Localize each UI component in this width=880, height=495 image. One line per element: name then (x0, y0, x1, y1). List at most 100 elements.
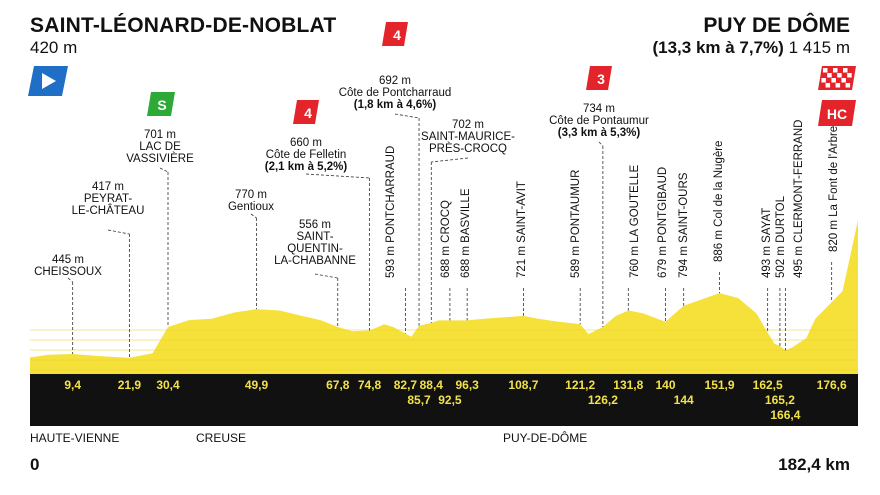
km-marker-label: 9,4 (64, 378, 81, 392)
km-marker-label: 140 (656, 378, 676, 392)
climb-category-number: 4 (304, 105, 312, 121)
waypoint-leader-line (598, 141, 604, 147)
waypoint-name: LA-CHABANNE (274, 255, 356, 267)
waypoint-name: Gentioux (228, 201, 274, 213)
waypoint-name: QUENTIN- (287, 243, 343, 255)
km-marker-label: 82,7 (394, 378, 418, 392)
km-marker-label: 96,3 (455, 378, 479, 392)
waypoint-name: SAINT-MAURICE- (421, 131, 515, 143)
climb-category-badge: 3 (586, 66, 612, 90)
waypoint-name: VASSIVIÈRE (126, 152, 194, 165)
waypoint-name: PRÈS-CROCQ (429, 142, 507, 155)
waypoint-leader-line (314, 273, 338, 279)
waypoint-label: 593 m PONTCHARRAUD (385, 146, 397, 278)
km-marker-label: 144 (674, 393, 694, 407)
start-km-label: 0 (30, 455, 40, 474)
waypoint-label: 493 m SAYAT (761, 208, 773, 278)
waypoint-name: CHEISSOUX (34, 266, 102, 278)
waypoint-altitude: 556 m (299, 219, 331, 231)
checker-square (833, 68, 838, 73)
climb-category-badge-shape (382, 22, 408, 46)
waypoint-altitude: 734 m (583, 103, 615, 115)
waypoint-label: 495 m CLERMONT-FERRAND (793, 120, 805, 278)
km-marker-label: 166,4 (770, 408, 800, 422)
checker-square (825, 83, 831, 88)
checker-square (843, 68, 848, 73)
checker-square (847, 73, 852, 78)
waypoint-name: Côte de Pontcharraud (339, 87, 452, 99)
hc-category-badge: HC (818, 100, 856, 126)
km-marker-label: 108,7 (508, 378, 538, 392)
km-marker-label: 30,4 (156, 378, 180, 392)
waypoint-leader-line (107, 229, 130, 235)
sprint-badge: S (147, 92, 175, 116)
waypoint-name: LE-CHÂTEAU (72, 204, 145, 217)
km-marker-label: 49,9 (245, 378, 269, 392)
waypoint-label: 820 m La Font de l'Arbre (828, 126, 840, 252)
sprint-icon: S (157, 97, 166, 113)
waypoint-name: Côte de Felletin (266, 149, 347, 161)
checker-square (827, 73, 832, 78)
waypoint-label: 688 m CROCQ (440, 200, 452, 278)
waypoint-leader-line (394, 113, 420, 119)
start-town-title: SAINT-LÉONARD-DE-NOBLAT (30, 14, 337, 37)
climb-category-number: 4 (393, 27, 401, 43)
km-marker-label: 165,2 (765, 393, 795, 407)
waypoint-altitude: 701 m (144, 129, 176, 141)
finish-flag-icon (818, 66, 856, 90)
play-icon (42, 73, 56, 89)
km-marker-label: 67,8 (326, 378, 350, 392)
km-marker-label: 88,4 (420, 378, 444, 392)
climb-stats: (3,3 km à 5,3%) (558, 127, 641, 139)
profile-area (30, 220, 858, 374)
waypoint-label: 679 m PONTGIBAUD (657, 167, 669, 278)
climb-category-badge-shape (293, 100, 319, 124)
km-marker-label: 126,2 (588, 393, 618, 407)
hc-category-badge-shape (818, 100, 856, 126)
checker-square (835, 83, 841, 88)
waypoint-label: 886 m Col de la Nugère (713, 141, 725, 262)
waypoint-name: SAINT- (296, 231, 333, 243)
waypoint-leader-line (67, 277, 73, 283)
hc-category-label: HC (827, 106, 847, 122)
km-marker-label: 21,9 (118, 378, 142, 392)
waypoint-label: 589 m PONTAUMUR (570, 170, 582, 278)
end-km-label: 182,4 km (778, 455, 850, 474)
waypoint-name: PEYRAT- (84, 193, 133, 205)
climb-category-number: 3 (597, 71, 605, 87)
sprint-badge-shape (147, 92, 175, 116)
finish-climb-info: (13,3 km à 7,7%) 1 415 m (652, 38, 850, 58)
climb-stats: (1,8 km à 4,6%) (354, 99, 437, 111)
waypoint-altitude: 417 m (92, 181, 124, 193)
checker-square (837, 73, 842, 78)
start-altitude: 420 m (30, 38, 78, 57)
km-marker-label: 121,2 (565, 378, 595, 392)
distance-strip (30, 374, 858, 426)
waypoint-altitude: 702 m (452, 119, 484, 131)
finish-altitude: 1 415 m (788, 38, 850, 57)
climb-category-badge-shape (586, 66, 612, 90)
waypoint-label: 688 m BASVILLE (460, 188, 472, 278)
climb-category-badge: 4 (382, 22, 408, 46)
finish-town-title: PUY DE DÔME (703, 14, 850, 37)
region-label-puy-de-dome: PUY-DE-DÔME (503, 431, 588, 445)
km-marker-label: 151,9 (705, 378, 735, 392)
waypoint-leader-line (250, 213, 257, 219)
km-marker-label: 176,6 (817, 378, 847, 392)
checker-square (841, 78, 846, 83)
km-marker-label: 131,8 (613, 378, 643, 392)
km-marker-label: 85,7 (407, 393, 431, 407)
waypoint-altitude: 445 m (52, 254, 84, 266)
waypoint-label: 502 m DURTOL (775, 195, 787, 278)
region-label-haute-vienne: HAUTE-VIENNE (30, 431, 120, 445)
waypoint-leader-line (431, 157, 469, 163)
km-marker-label: 74,8 (358, 378, 382, 392)
checker-square (823, 68, 828, 73)
waypoint-label: 794 m SAINT-OURS (678, 172, 690, 278)
waypoint-altitude: 692 m (379, 75, 411, 87)
climb-stats: (2,1 km à 5,2%) (265, 161, 348, 173)
start-flag-icon (28, 66, 68, 96)
waypoint-name: LAC DE (139, 141, 181, 153)
km-marker-label: 162,5 (753, 378, 783, 392)
checker-square (831, 78, 836, 83)
